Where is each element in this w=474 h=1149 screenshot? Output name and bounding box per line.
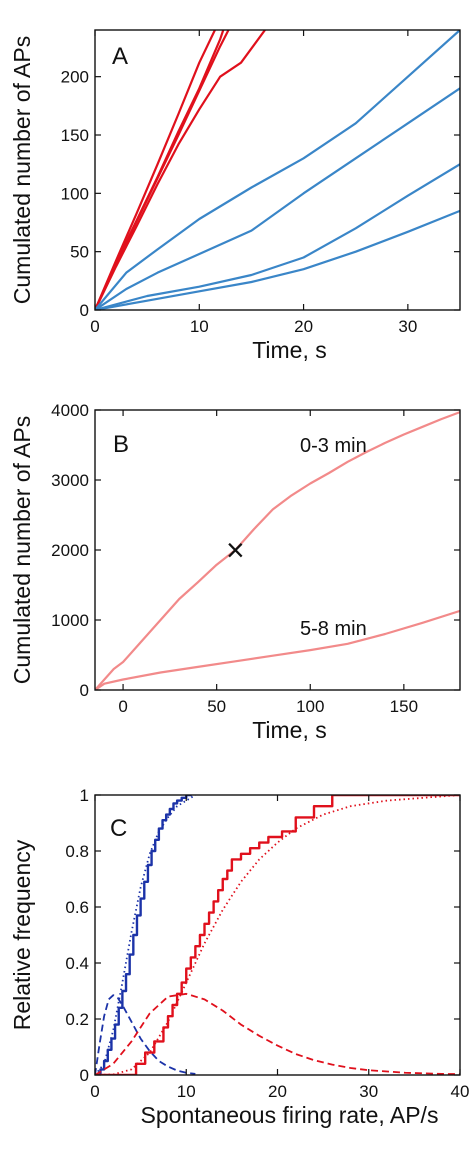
y-tick-label: 1 [80,786,89,805]
series-label-5-8min: 5-8 min [300,618,367,640]
x-tick-label: 10 [177,1082,196,1101]
y-axis-label: Cumulated number of APs [9,416,35,684]
axes-frame [94,409,461,691]
panel-label: B [113,431,129,458]
series-red-3 [95,795,460,1075]
x-tick-label: 40 [451,1082,470,1101]
y-axis-label: Relative frequency [9,839,35,1030]
y-tick-label: 200 [61,68,89,87]
y-tick-label: 1000 [51,611,89,630]
y-tick-label: 100 [61,184,89,203]
y-tick-label: 0.6 [65,898,89,917]
x-tick-label: 10 [190,317,209,336]
x-tick-label: 150 [390,697,418,716]
series-5-8min-1 [95,609,460,690]
plot-area [95,411,460,690]
x-tick-label: 50 [207,697,226,716]
x-tick-label: 20 [268,1082,287,1101]
series-0-3min-0 [95,411,460,690]
series-blue-2 [95,994,196,1075]
panel-A: 0 10 20 30 0 50 100 150 200 Time, s Cumulated numb… [9,29,461,363]
series-blue-5 [95,87,460,310]
panel-label: A [112,43,128,70]
x-tick-label: 30 [398,317,417,336]
series-red-2 [95,30,225,310]
plot-area [95,795,460,1075]
series-red-5 [95,992,460,1075]
axes-frame [94,29,461,311]
panel-B: 0 50 100 150 0 1000 2000 3000 4000 Time, s Cumulat… [9,401,461,743]
y-tick-label: 4000 [51,401,89,420]
x-tick-label: 0 [90,1082,99,1101]
y-tick-label: 50 [70,243,89,262]
y-tick-label: 0 [80,681,89,700]
x-tick-label: 20 [294,317,313,336]
y-tick-label: 2000 [51,541,89,560]
panel-label: C [110,815,127,842]
cross-marker: × [226,532,245,568]
series-blue-0 [95,795,192,1075]
series-blue-7 [95,209,460,310]
y-axis-label: Cumulated number of APs [9,36,35,304]
panel-C: 0 10 20 30 40 0 0.2 0.4 0.6 0.8 1 Spontaneous firin… [9,786,469,1128]
y-tick-label: 0 [80,301,89,320]
y-tick-label: 0.4 [65,954,89,973]
series-red-3 [95,30,266,310]
y-tick-label: 3000 [51,471,89,490]
y-tick-label: 0 [80,1066,89,1085]
x-tick-label: 30 [359,1082,378,1101]
x-axis-label: Spontaneous firing rate, AP/s [141,1102,439,1128]
y-tick-label: 0.2 [65,1010,89,1029]
y-tick-label: 150 [61,126,89,145]
x-tick-label: 100 [296,697,324,716]
series-blue-4 [95,30,460,310]
x-tick-label: 0 [90,317,99,336]
plot-area [95,30,460,310]
series-label-0-3min: 0-3 min [300,435,367,457]
series-blue-1 [95,795,196,1075]
x-tick-label: 0 [118,697,127,716]
y-tick-label: 0.8 [65,842,89,861]
x-axis-label: Time, s [252,337,327,363]
x-axis-label: Time, s [252,717,327,743]
series-blue-6 [95,163,460,310]
